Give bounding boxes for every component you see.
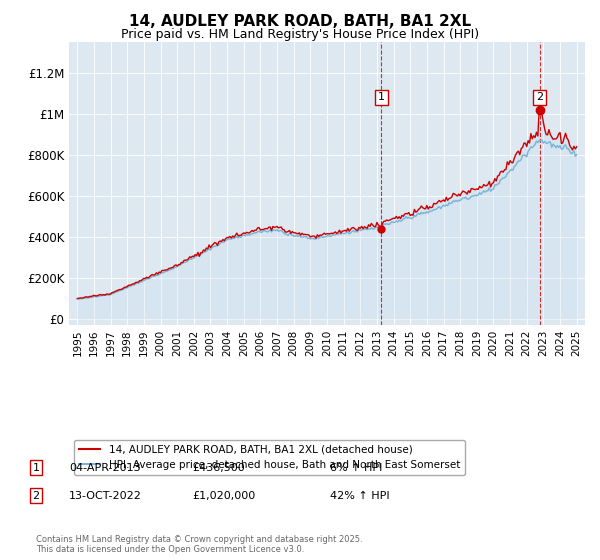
Text: 1: 1 — [378, 92, 385, 102]
Text: 04-APR-2013: 04-APR-2013 — [69, 463, 140, 473]
Text: £436,500: £436,500 — [192, 463, 245, 473]
Text: 13-OCT-2022: 13-OCT-2022 — [69, 491, 142, 501]
Text: 2: 2 — [536, 92, 543, 102]
Text: £1,020,000: £1,020,000 — [192, 491, 255, 501]
Text: Price paid vs. HM Land Registry's House Price Index (HPI): Price paid vs. HM Land Registry's House … — [121, 28, 479, 41]
Text: 14, AUDLEY PARK ROAD, BATH, BA1 2XL: 14, AUDLEY PARK ROAD, BATH, BA1 2XL — [129, 14, 471, 29]
Legend: 14, AUDLEY PARK ROAD, BATH, BA1 2XL (detached house), HPI: Average price, detach: 14, AUDLEY PARK ROAD, BATH, BA1 2XL (det… — [74, 440, 465, 475]
Text: Contains HM Land Registry data © Crown copyright and database right 2025.
This d: Contains HM Land Registry data © Crown c… — [36, 535, 362, 554]
Text: 2: 2 — [32, 491, 40, 501]
Text: 6% ↑ HPI: 6% ↑ HPI — [330, 463, 382, 473]
Text: 42% ↑ HPI: 42% ↑ HPI — [330, 491, 389, 501]
Text: 1: 1 — [32, 463, 40, 473]
